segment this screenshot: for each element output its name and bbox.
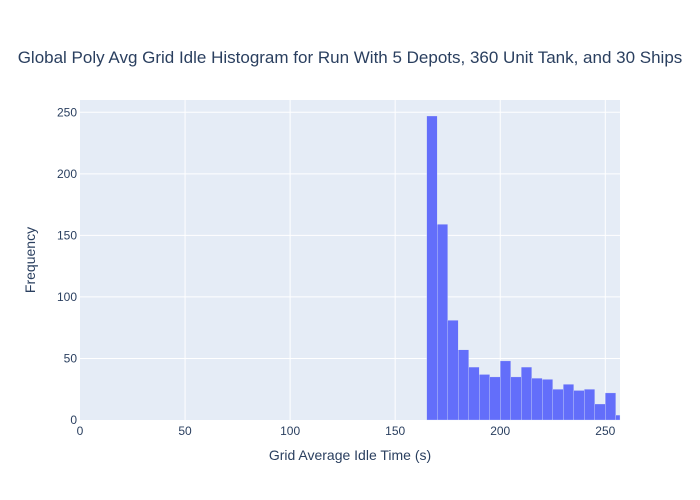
histogram-bar[interactable] bbox=[500, 360, 511, 421]
histogram-bar[interactable] bbox=[542, 379, 553, 421]
histogram-bar[interactable] bbox=[594, 403, 606, 421]
histogram-bar[interactable] bbox=[563, 384, 574, 421]
histogram-bar[interactable] bbox=[615, 414, 621, 421]
histogram-bar[interactable] bbox=[458, 349, 469, 421]
x-axis-ticks: 0 50 100 150 200 250 bbox=[77, 424, 616, 438]
x-tick-label: 200 bbox=[490, 424, 510, 438]
histogram-bar[interactable] bbox=[584, 389, 595, 421]
histogram-bar[interactable] bbox=[437, 224, 448, 421]
x-tick-label: 250 bbox=[595, 424, 615, 438]
histogram-bar[interactable] bbox=[573, 390, 585, 421]
histogram-bar[interactable] bbox=[605, 392, 616, 421]
histogram-bar[interactable] bbox=[468, 366, 480, 421]
x-axis-title: Grid Average Idle Time (s) bbox=[269, 447, 431, 463]
histogram-bars bbox=[426, 115, 621, 421]
x-tick-label: 100 bbox=[280, 424, 300, 438]
y-tick-label: 100 bbox=[57, 290, 77, 304]
y-axis-ticks: 0 50 100 150 200 250 bbox=[57, 105, 77, 427]
x-tick-label: 50 bbox=[178, 424, 192, 438]
x-tick-label: 0 bbox=[77, 424, 84, 438]
y-axis-title: Frequency bbox=[22, 227, 38, 293]
histogram-bar[interactable] bbox=[447, 320, 459, 421]
grid-lines bbox=[80, 100, 620, 420]
y-tick-label: 150 bbox=[57, 228, 77, 242]
histogram-bar[interactable] bbox=[479, 374, 490, 421]
histogram-bar[interactable] bbox=[510, 376, 522, 421]
plot-background bbox=[80, 100, 620, 420]
y-tick-label: 0 bbox=[70, 413, 77, 427]
histogram-bar[interactable] bbox=[489, 376, 501, 421]
y-tick-label: 50 bbox=[64, 351, 78, 365]
histogram-bar[interactable] bbox=[426, 115, 438, 421]
histogram-bar[interactable] bbox=[552, 389, 564, 421]
x-tick-label: 150 bbox=[385, 424, 405, 438]
histogram-bar[interactable] bbox=[531, 378, 543, 421]
chart-title: Global Poly Avg Grid Idle Histogram for … bbox=[18, 48, 683, 67]
y-tick-label: 250 bbox=[57, 105, 77, 119]
y-tick-label: 200 bbox=[57, 167, 77, 181]
histogram-bar[interactable] bbox=[521, 366, 532, 421]
